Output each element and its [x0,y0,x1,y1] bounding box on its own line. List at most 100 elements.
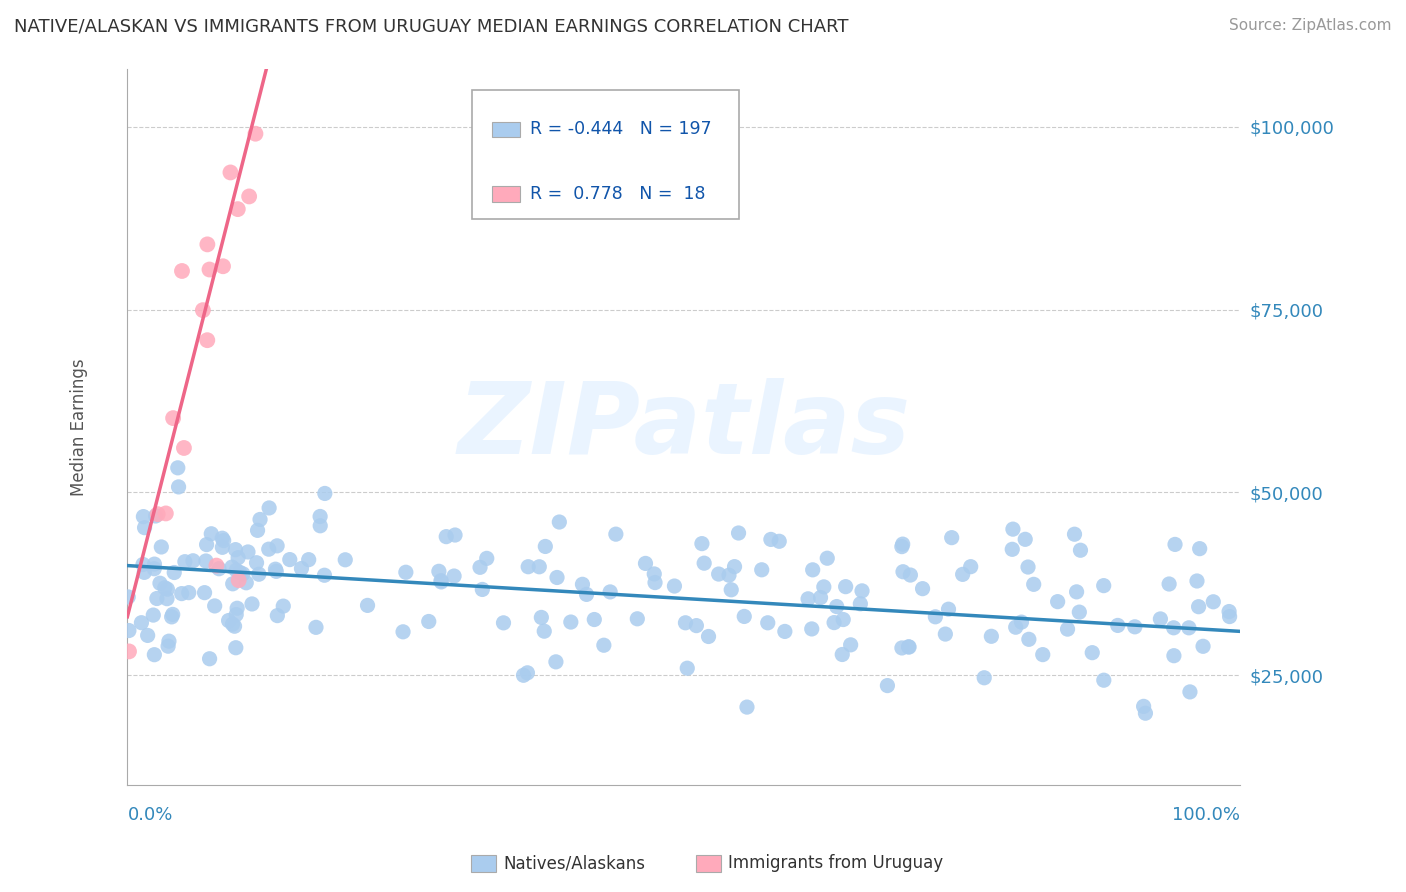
Point [1123,620,1146,634]
Point [911,582,934,596]
Point [225,563,247,577]
Point [211,531,233,545]
Point [132,509,155,524]
Point [797,591,820,606]
Point [177,585,200,599]
Point [690,536,713,550]
Point [723,559,745,574]
Point [266,539,288,553]
Point [575,587,598,601]
Point [211,541,233,555]
Point [200,526,222,541]
Point [198,652,221,666]
Point [693,556,716,570]
Point [891,537,914,551]
Point [813,580,835,594]
Point [941,531,963,545]
Point [1017,560,1039,574]
Point [530,610,553,624]
Point [773,624,796,639]
Point [1185,574,1208,588]
Point [118,644,141,658]
Point [173,555,195,569]
Point [225,640,247,655]
Point [1001,542,1024,557]
Point [1187,599,1209,614]
Text: Median Earnings: Median Earnings [70,358,89,496]
Point [418,615,440,629]
Point [1081,646,1104,660]
Point [831,648,853,662]
Point [309,509,332,524]
Point [173,441,195,455]
Point [1046,594,1069,608]
Text: NATIVE/ALASKAN VS IMMIGRANTS FROM URUGUAY MEDIAN EARNINGS CORRELATION CHART: NATIVE/ALASKAN VS IMMIGRANTS FROM URUGUA… [14,18,849,36]
Point [226,550,249,565]
Point [517,559,540,574]
Point [571,577,593,591]
Point [160,610,183,624]
Point [839,638,862,652]
Point [768,534,790,549]
Point [720,582,742,597]
Point [118,624,141,638]
Point [492,615,515,630]
Point [685,618,707,632]
Point [245,127,267,141]
Point [825,599,848,614]
Point [162,607,184,622]
Point [599,585,621,599]
Point [162,411,184,425]
Point [1164,537,1187,551]
Point [1159,577,1181,591]
Point [924,609,946,624]
Point [257,500,280,515]
Point [271,599,294,614]
Point [170,264,193,278]
Point [952,567,974,582]
Point [235,575,257,590]
Text: Source: ZipAtlas.com: Source: ZipAtlas.com [1229,18,1392,33]
Point [534,540,557,554]
Text: R =  0.778   N =  18: R = 0.778 N = 18 [530,185,706,202]
Point [1218,605,1240,619]
Point [156,591,179,606]
Point [146,507,169,521]
Point [430,574,453,589]
Point [309,518,332,533]
Point [1056,622,1078,636]
Point [225,542,247,557]
Point [938,602,960,616]
Point [195,333,218,347]
Point [849,597,872,611]
Point [143,648,166,662]
Point [298,552,321,566]
Point [1014,533,1036,547]
Point [145,508,167,523]
Text: Natives/Alaskans: Natives/Alaskans [503,855,645,872]
Point [1018,632,1040,647]
Point [973,671,995,685]
Point [1092,579,1115,593]
Point [717,568,740,582]
Point [257,542,280,557]
Point [156,582,179,597]
Point [1004,620,1026,634]
Point [228,566,250,580]
Point [1011,615,1033,629]
Point [1001,522,1024,536]
Point [150,540,173,554]
Point [132,558,155,572]
Point [219,165,242,179]
Point [222,576,245,591]
Point [533,624,555,639]
Point [240,597,263,611]
Point [142,608,165,623]
Point [1178,685,1201,699]
Point [136,628,159,642]
Point [980,629,1002,643]
Point [697,630,720,644]
Point [166,460,188,475]
Point [249,512,271,526]
Point [224,619,246,633]
